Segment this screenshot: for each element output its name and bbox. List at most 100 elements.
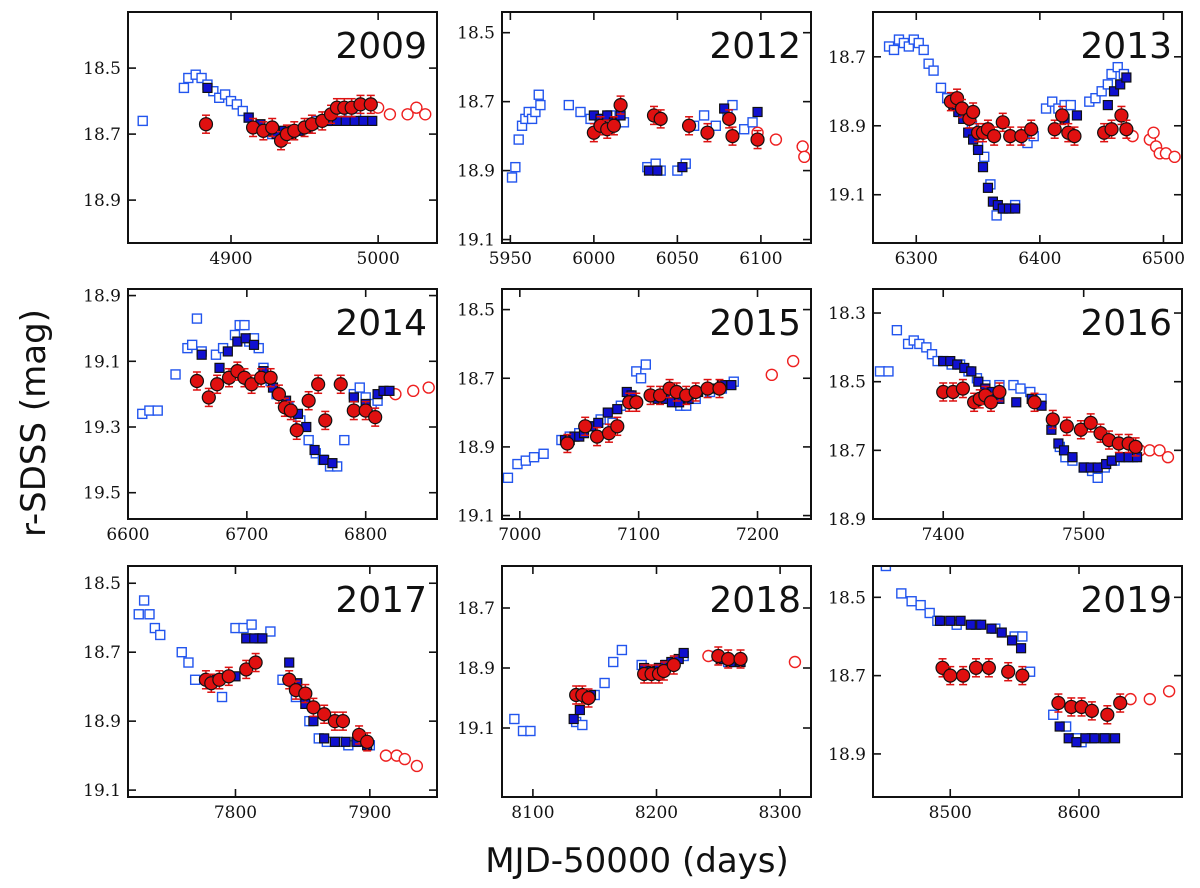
red-filled-circle bbox=[317, 707, 332, 722]
x-tick-label: 8600 bbox=[1057, 803, 1100, 823]
red-filled-circle bbox=[263, 370, 278, 385]
red-filled-circle bbox=[1104, 122, 1119, 137]
blue-filled-square bbox=[1010, 203, 1021, 214]
blue-filled-square bbox=[1106, 455, 1117, 466]
red-open-circle bbox=[786, 354, 800, 368]
blue-filled-square bbox=[1006, 635, 1018, 646]
red-open-circle bbox=[410, 101, 423, 114]
blue-open-square bbox=[979, 151, 990, 163]
panel-points bbox=[880, 566, 1176, 748]
red-filled-circle bbox=[610, 419, 625, 434]
panel-2012: 5950 6000 6050 6100 18.5 18.7 18.9 19.1 2012 bbox=[457, 11, 812, 269]
red-filled-circle bbox=[1113, 695, 1128, 711]
x-tick-label: 8500 bbox=[929, 803, 972, 823]
panels-layer: 4900 5000 18.5 18.7 18.9 2009 5950 6000 6050 6100… bbox=[83, 11, 1185, 823]
y-tick-label: 18.9 bbox=[828, 117, 866, 137]
blue-filled-square bbox=[752, 106, 763, 118]
blue-filled-square bbox=[222, 346, 233, 357]
panel-year-label: 2015 bbox=[709, 303, 801, 344]
blue-open-square bbox=[1017, 631, 1028, 642]
blue-open-square bbox=[874, 366, 886, 377]
blue-open-square bbox=[133, 609, 144, 620]
blue-open-square bbox=[935, 82, 947, 94]
blue-filled-square bbox=[643, 165, 655, 176]
blue-filled-square bbox=[232, 336, 243, 347]
blue-open-square bbox=[640, 359, 652, 370]
red-filled-circle bbox=[360, 734, 375, 749]
y-tick-label: 19.1 bbox=[457, 719, 495, 739]
red-filled-circle bbox=[581, 690, 596, 706]
red-filled-circle bbox=[750, 132, 765, 147]
red-filled-circle bbox=[688, 384, 703, 400]
blue-filled-square bbox=[1131, 452, 1143, 463]
panel-frame bbox=[127, 11, 438, 244]
red-filled-circle bbox=[1067, 129, 1082, 144]
blue-open-square bbox=[1102, 79, 1114, 90]
blue-open-square bbox=[563, 99, 575, 111]
x-tick-label: 5950 bbox=[489, 249, 532, 269]
x-tick-label: 6050 bbox=[656, 249, 699, 269]
red-filled-circle bbox=[1045, 412, 1060, 427]
x-tick-label: 4900 bbox=[209, 249, 252, 269]
red-filled-circle bbox=[265, 120, 280, 135]
red-filled-circle bbox=[1047, 122, 1062, 137]
blue-open-square bbox=[219, 89, 231, 100]
red-filled-circle bbox=[368, 410, 383, 425]
blue-filled-square bbox=[340, 736, 351, 747]
red-filled-circle bbox=[1128, 439, 1143, 455]
blue-open-square bbox=[1047, 96, 1058, 107]
blue-open-square bbox=[538, 448, 549, 459]
x-tick-label: 6300 bbox=[895, 249, 938, 269]
red-filled-circle bbox=[1015, 668, 1030, 683]
blue-filled-square bbox=[257, 633, 268, 644]
blue-open-square bbox=[926, 349, 938, 360]
blue-open-square bbox=[237, 105, 248, 117]
panel-year-label: 2016 bbox=[1080, 303, 1172, 344]
red-open-circle bbox=[379, 749, 393, 762]
blue-filled-square bbox=[1123, 452, 1134, 463]
blue-filled-square bbox=[1067, 452, 1078, 463]
red-filled-circle bbox=[1073, 422, 1088, 437]
blue-filled-square bbox=[678, 647, 689, 659]
blue-open-square bbox=[149, 622, 161, 634]
blue-filled-square bbox=[327, 458, 338, 469]
red-filled-circle bbox=[311, 377, 326, 392]
blue-filled-square bbox=[1053, 438, 1064, 449]
x-tick-label: 5000 bbox=[357, 249, 400, 269]
blue-open-square bbox=[710, 120, 721, 131]
blue-open-square bbox=[635, 373, 647, 384]
red-open-circle bbox=[1168, 150, 1181, 164]
panel-points bbox=[502, 354, 800, 484]
blue-filled-square bbox=[996, 627, 1007, 638]
red-filled-circle bbox=[1001, 664, 1016, 679]
red-filled-circle bbox=[733, 651, 748, 667]
blue-open-square bbox=[231, 99, 243, 110]
panel-year-label: 2018 bbox=[709, 580, 801, 621]
blue-filled-square bbox=[240, 333, 251, 344]
blue-open-square bbox=[880, 566, 892, 572]
x-tick-label: 8300 bbox=[758, 803, 801, 823]
x-tick-label: 7000 bbox=[498, 525, 541, 545]
blue-open-square bbox=[575, 106, 586, 118]
y-tick-label: 18.5 bbox=[457, 301, 495, 321]
red-filled-circle bbox=[1114, 108, 1129, 123]
blue-filled-square bbox=[972, 144, 984, 156]
panel-2017: 7800 7900 18.5 18.7 18.9 19.1 2017 bbox=[83, 565, 438, 823]
blue-open-square bbox=[915, 599, 926, 611]
blue-open-square bbox=[186, 339, 198, 351]
blue-filled-square bbox=[1092, 462, 1103, 473]
blue-open-square bbox=[616, 644, 628, 656]
panel-year-label: 2009 bbox=[335, 26, 427, 67]
blue-open-square bbox=[727, 99, 738, 111]
x-tick-label: 7100 bbox=[617, 525, 660, 545]
panel-points bbox=[137, 313, 435, 472]
y-tick-label: 18.9 bbox=[457, 438, 495, 458]
blue-filled-square bbox=[1011, 397, 1022, 408]
red-open-circle bbox=[1143, 692, 1157, 706]
red-filled-circle bbox=[589, 429, 605, 444]
blue-filled-square bbox=[1071, 110, 1083, 121]
red-filled-circle bbox=[968, 660, 984, 675]
panel-frame bbox=[872, 11, 1183, 244]
blue-filled-square bbox=[568, 713, 579, 725]
y-tick-label: 19.1 bbox=[83, 352, 121, 372]
